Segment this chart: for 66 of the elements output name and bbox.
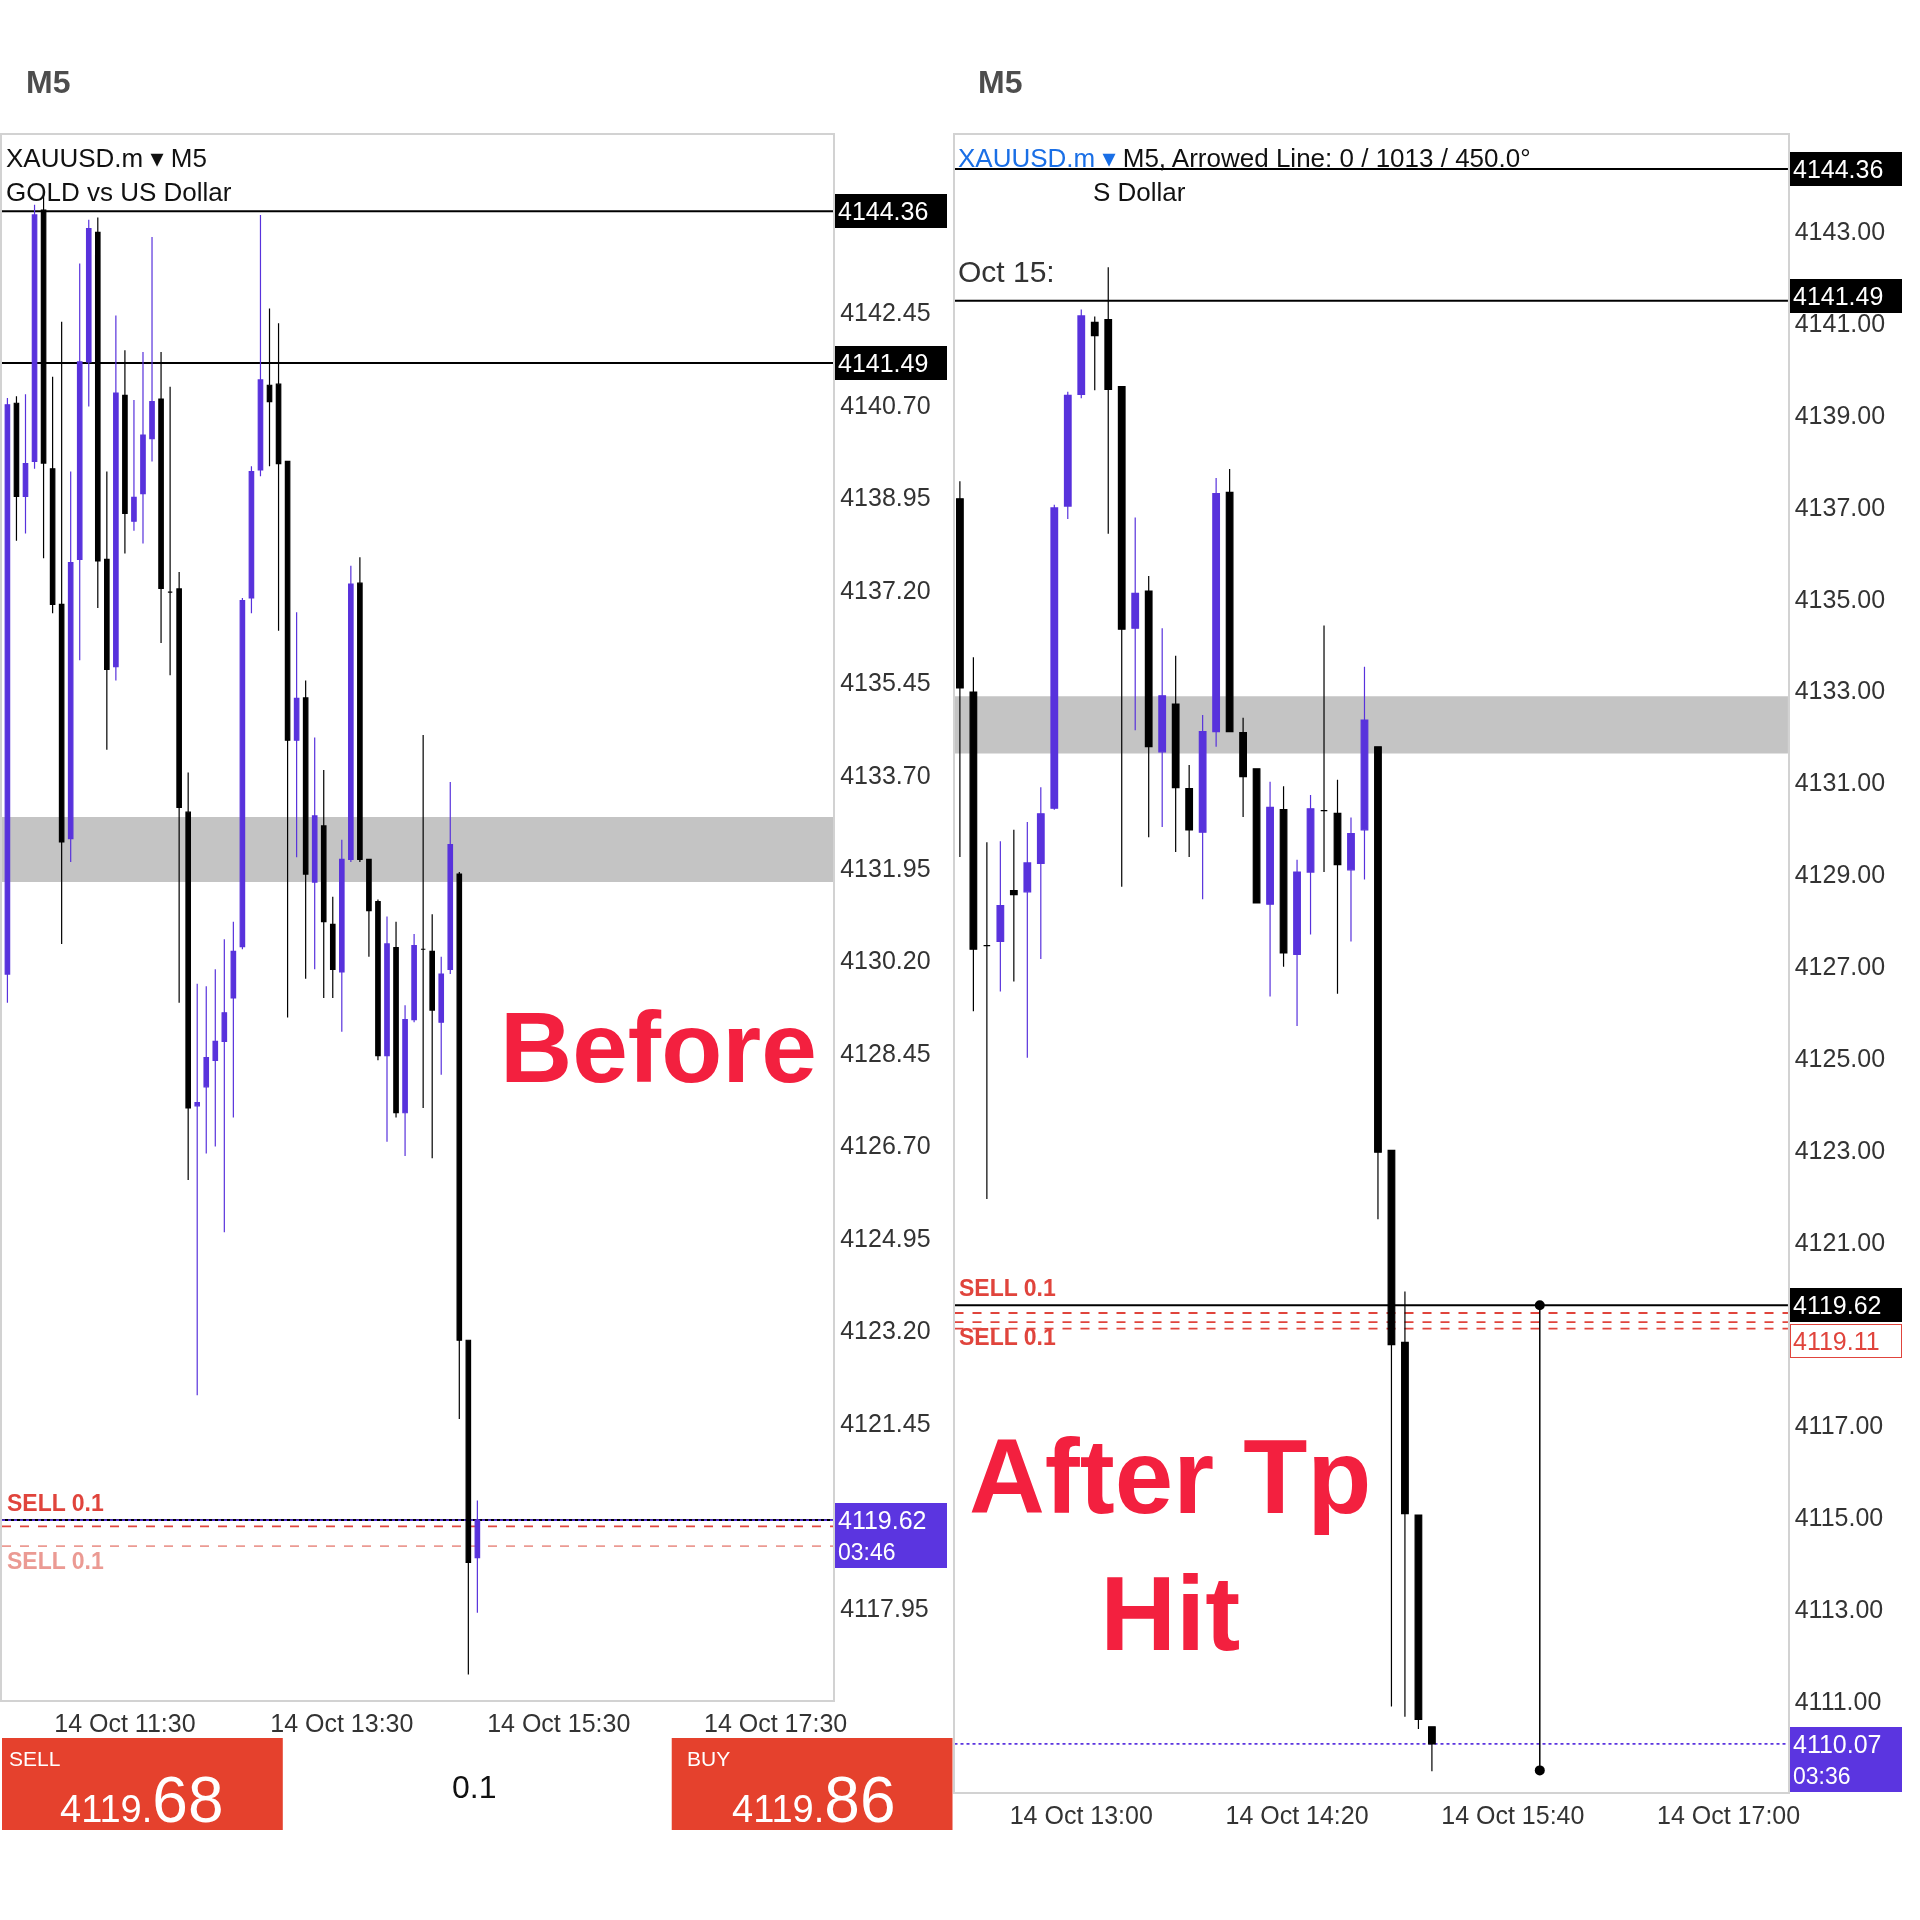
x-tick-label: 14 Oct 13:00: [1009, 1800, 1153, 1829]
text: 03:46: [838, 1539, 896, 1565]
y-tick-label: 4133.00: [1794, 676, 1886, 705]
y-tick-label: 4135.45: [840, 668, 931, 697]
x-tick-label: 14 Oct 14:20: [1225, 1800, 1369, 1829]
y-tick-label: 4138.95: [840, 483, 931, 512]
chart-title: XAUUSD.m ▾ M5: [6, 143, 207, 173]
y-tick-label: 4137.00: [1794, 492, 1886, 521]
y-tick-label: 4113.00: [1794, 1594, 1884, 1623]
x-tick-label: 14 Oct 15:40: [1441, 1800, 1585, 1829]
y-tick-label: 4135.00: [1794, 584, 1886, 613]
y-tick-label: 4123.20: [840, 1316, 931, 1345]
ref-line-label: 4144.36: [838, 197, 929, 225]
annotation: After Tp Hit: [969, 1418, 1372, 1672]
y-tick-label: 4123.00: [1794, 1135, 1886, 1164]
y-tick-label: 4142.45: [840, 297, 931, 326]
y-tick-label: 4121.00: [1794, 1227, 1886, 1256]
text: SELL: [9, 1747, 61, 1770]
y-tick-label: 4117.95: [840, 1594, 929, 1623]
ref-line-label: 4119.62: [1793, 1291, 1882, 1319]
chart-title: XAUUSD.m ▾ M5, Arrowed Line: 0 / 1013 / 450.0°: [958, 143, 1531, 173]
y-tick-label: 4127.00: [1794, 952, 1886, 981]
ref-line-label: 4141.49: [838, 349, 929, 377]
x-tick-label: 14 Oct 17:00: [1657, 1800, 1801, 1829]
ref-line-label: 4141.49: [1793, 282, 1884, 310]
text: 4119.68: [60, 1764, 224, 1836]
text: M5: [26, 64, 71, 100]
y-tick-label: 4125.00: [1794, 1043, 1886, 1072]
y-tick-label: 4129.00: [1794, 860, 1886, 889]
y-tick-label: 4126.70: [840, 1131, 931, 1160]
text: 4119.86: [732, 1764, 896, 1836]
ref-line-label: SELL 0.1: [7, 1490, 104, 1516]
annotation: Before: [500, 991, 817, 1103]
ref-line-label: SELL 0.1: [959, 1324, 1056, 1350]
y-tick-label: 4137.20: [840, 575, 931, 604]
ref-line-label: SELL 0.1: [7, 1548, 104, 1574]
y-tick-label: 4115.00: [1794, 1503, 1884, 1532]
y-tick-label: 4139.00: [1794, 400, 1886, 429]
text: S Dollar: [1093, 177, 1186, 207]
x-tick-label: 14 Oct 17:30: [704, 1708, 848, 1737]
x-tick-label: 14 Oct 13:30: [270, 1708, 414, 1737]
y-tick-label: 4143.00: [1794, 217, 1886, 246]
ref-line-label: SELL 0.1: [959, 1275, 1056, 1301]
y-tick-label: 4121.45: [840, 1409, 931, 1438]
text: GOLD vs US Dollar: [6, 177, 232, 207]
ref-line-label: 4144.36: [1793, 155, 1884, 183]
ref-line-label: 4119.62: [838, 1506, 927, 1534]
x-tick-label: 14 Oct 15:30: [487, 1708, 631, 1737]
ref-line-label: 4110.07: [1793, 1730, 1882, 1758]
text: M5: [978, 64, 1023, 100]
x-tick-label: 14 Oct 11:30: [54, 1708, 196, 1737]
y-tick-label: 4130.20: [840, 946, 931, 975]
y-tick-label: 4131.95: [840, 853, 931, 882]
y-tick-label: 4128.45: [840, 1038, 931, 1067]
text: BUY: [687, 1747, 731, 1770]
y-tick-label: 4117.00: [1794, 1411, 1884, 1440]
y-tick-label: 4131.00: [1794, 768, 1886, 797]
y-tick-label: 4140.70: [840, 390, 931, 419]
y-tick-label: 4133.70: [840, 760, 931, 789]
annotation: Oct 15:: [958, 255, 1055, 288]
ref-line-label: 4119.11: [1793, 1327, 1880, 1355]
y-tick-label: 4124.95: [840, 1223, 931, 1252]
y-tick-label: 4141.00: [1794, 309, 1886, 338]
y-tick-label: 4111.00: [1794, 1686, 1882, 1715]
text: 03:36: [1793, 1763, 1851, 1789]
text: 0.1: [452, 1769, 497, 1805]
